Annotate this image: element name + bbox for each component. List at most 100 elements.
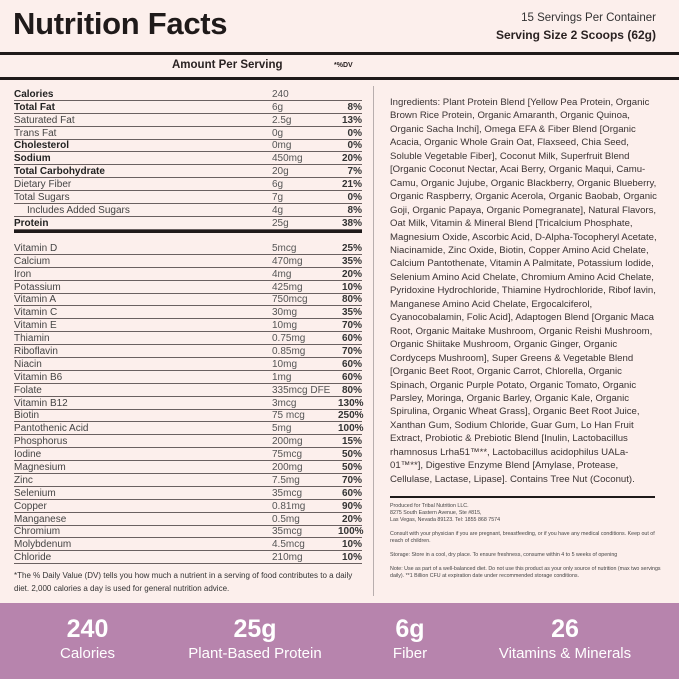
nutrient-name: Vitamin C bbox=[14, 307, 58, 319]
nutrient-amount: 6g bbox=[272, 179, 284, 191]
nutrient-amount: 450mg bbox=[272, 153, 303, 165]
nutrient-amount: 75 mcg bbox=[272, 410, 305, 422]
nutrient-name: Chromium bbox=[14, 526, 61, 538]
nutrient-amount: 20g bbox=[272, 166, 289, 178]
nutrient-dv: 70% bbox=[341, 346, 362, 358]
nutrient-row: Protein 25g 38% bbox=[14, 217, 362, 230]
nutrient-row: Vitamin D 5mcg 25% bbox=[14, 242, 362, 255]
nutrient-dv: 50% bbox=[341, 462, 362, 474]
nutrient-name: Protein bbox=[14, 217, 49, 229]
nutrient-name: Molybdenum bbox=[14, 539, 72, 551]
nutrient-amount: 7.5mg bbox=[272, 474, 300, 486]
ingredients: Ingredients: Plant Protein Blend [Yellow… bbox=[390, 97, 657, 485]
nutrient-dv: 0% bbox=[347, 127, 362, 139]
nutrient-row: Biotin 75 mcg 250% bbox=[14, 410, 364, 423]
nutrient-name: Pantothenic Acid bbox=[14, 423, 89, 435]
producer-line: Produced for Tribal Nutrition LLC. bbox=[390, 503, 469, 509]
nutrient-name: Chloride bbox=[14, 552, 52, 564]
warning: Consult with your physician if you are p… bbox=[390, 531, 655, 544]
nutrient-amount: 0g bbox=[272, 127, 284, 139]
highlight-fiber: 6g Fiber bbox=[392, 615, 428, 663]
nutrient-amount: 0mg bbox=[272, 140, 292, 152]
nutrient-dv: 250% bbox=[338, 410, 364, 422]
nutrient-row: Copper 0.81mg 90% bbox=[14, 500, 362, 513]
nutrient-amount: 0.85mg bbox=[272, 346, 306, 358]
highlight-protein: 25g Plant-Based Protein bbox=[188, 615, 322, 663]
nutrient-dv: 20% bbox=[341, 513, 362, 525]
nutrient-dv: 70% bbox=[341, 320, 362, 332]
nutrient-row: Phosphorus 200mg 15% bbox=[14, 435, 362, 449]
nutrient-row: Chromium 35mcg 100% bbox=[14, 526, 364, 539]
nutrient-amount: 2.5g bbox=[272, 114, 292, 126]
nutrient-dv: 10% bbox=[341, 281, 362, 293]
storage: Storage: Store in a cool, dry place. To … bbox=[390, 552, 618, 558]
nutrient-dv: 50% bbox=[341, 449, 362, 461]
footnote: *The % Daily Value (DV) tells you how mu… bbox=[14, 571, 353, 593]
nutrient-name: Phosphorus bbox=[14, 436, 68, 448]
page-title: Nutrition Facts bbox=[13, 6, 228, 41]
nutrient-row: Selenium 35mcg 60% bbox=[14, 487, 362, 500]
nutrient-dv: 60% bbox=[341, 333, 362, 345]
nutrient-row: Riboflavin 0.85mg 70% bbox=[14, 345, 362, 359]
nutrient-name: Cholesterol bbox=[14, 140, 70, 152]
nutrient-dv: 100% bbox=[338, 526, 364, 538]
nutrient-amount: 750mcg bbox=[272, 294, 308, 306]
nutrient-name: Vitamin D bbox=[14, 242, 58, 254]
nutrient-amount: 1mg bbox=[272, 371, 292, 383]
nutrient-row: Manganese 0.5mg 20% bbox=[14, 513, 362, 526]
nutrient-name: Vitamin B12 bbox=[14, 397, 68, 409]
nutrient-amount: 4g bbox=[272, 204, 284, 216]
nutrient-dv: 15% bbox=[341, 436, 362, 448]
nutrient-amount: 10mg bbox=[272, 320, 298, 332]
nutrient-dv: 60% bbox=[341, 358, 362, 370]
nutrient-dv: 38% bbox=[341, 217, 362, 229]
nutrient-dv: 20% bbox=[341, 153, 362, 165]
nutrient-amount: 0.5mg bbox=[272, 513, 300, 525]
nutrient-amount: 200mg bbox=[272, 436, 303, 448]
nutrient-name: Sodium bbox=[14, 153, 51, 165]
nutrient-name: Thiamin bbox=[14, 333, 50, 345]
nutrient-name: Iodine bbox=[14, 449, 42, 461]
serving-size: Serving Size 2 Scoops (62g) bbox=[495, 28, 656, 42]
divider bbox=[0, 77, 679, 80]
nutrient-dv: 80% bbox=[341, 294, 362, 306]
dv-header: *%DV bbox=[334, 62, 353, 69]
nutrient-amount: 470mg bbox=[272, 255, 303, 267]
nutrient-row: Potassium 425mg 10% bbox=[14, 281, 362, 294]
nutrient-row: Niacin 10mg 60% bbox=[14, 358, 362, 371]
note: Note: Use as part of a well-balanced die… bbox=[390, 566, 661, 579]
nutrient-name: Riboflavin bbox=[14, 346, 58, 358]
nutrient-row: Molybdenum 4.5mcg 10% bbox=[14, 538, 362, 552]
nutrient-amount: 210mg bbox=[272, 552, 303, 564]
nutrient-name: Vitamin B6 bbox=[14, 371, 63, 383]
nutrient-row: Vitamin C 30mg 35% bbox=[14, 306, 362, 320]
nutrient-amount: 4.5mcg bbox=[272, 539, 305, 551]
nutrient-row: Thiamin 0.75mg 60% bbox=[14, 332, 362, 346]
nutrient-dv: 60% bbox=[341, 371, 362, 383]
nutrient-dv: 60% bbox=[341, 487, 362, 499]
nutrient-amount: 240 bbox=[272, 88, 289, 100]
nutrient-row: Calories 240 bbox=[14, 88, 362, 101]
nutrient-name: Dietary Fiber bbox=[14, 179, 72, 191]
nutrient-row: Vitamin B6 1mg 60% bbox=[14, 371, 362, 384]
nutrient-dv: 10% bbox=[341, 539, 362, 551]
nutrient-name: Biotin bbox=[14, 410, 40, 422]
nutrient-dv: 8% bbox=[347, 204, 362, 216]
producer-line: 8275 South Eastern Avenue, Ste #815, bbox=[390, 510, 482, 516]
nutrient-name: Calories bbox=[14, 88, 54, 100]
nutrient-name: Folate bbox=[14, 384, 42, 396]
nutrient-amount: 75mcg bbox=[272, 449, 303, 461]
nutrient-dv: 90% bbox=[341, 500, 362, 512]
nutrient-amount: 35mcg bbox=[272, 526, 303, 538]
nutrient-amount: 200mg bbox=[272, 462, 303, 474]
nutrient-name: Iron bbox=[14, 268, 32, 280]
nutrient-name: Calcium bbox=[14, 255, 51, 267]
nutrient-row: Zinc 7.5mg 70% bbox=[14, 474, 362, 487]
nutrient-amount: 335mcg DFE bbox=[272, 384, 331, 396]
nutrient-row: Vitamin E 10mg 70% bbox=[14, 319, 362, 333]
nutrient-dv: 100% bbox=[338, 423, 364, 435]
nutrient-amount: 25g bbox=[272, 217, 289, 229]
nutrient-name: Trans Fat bbox=[14, 127, 57, 139]
nutrient-amount: 30mg bbox=[272, 307, 298, 319]
producer-line: Las Vegas, Nevada 89123. Tel: 1855 868 7… bbox=[390, 517, 501, 523]
